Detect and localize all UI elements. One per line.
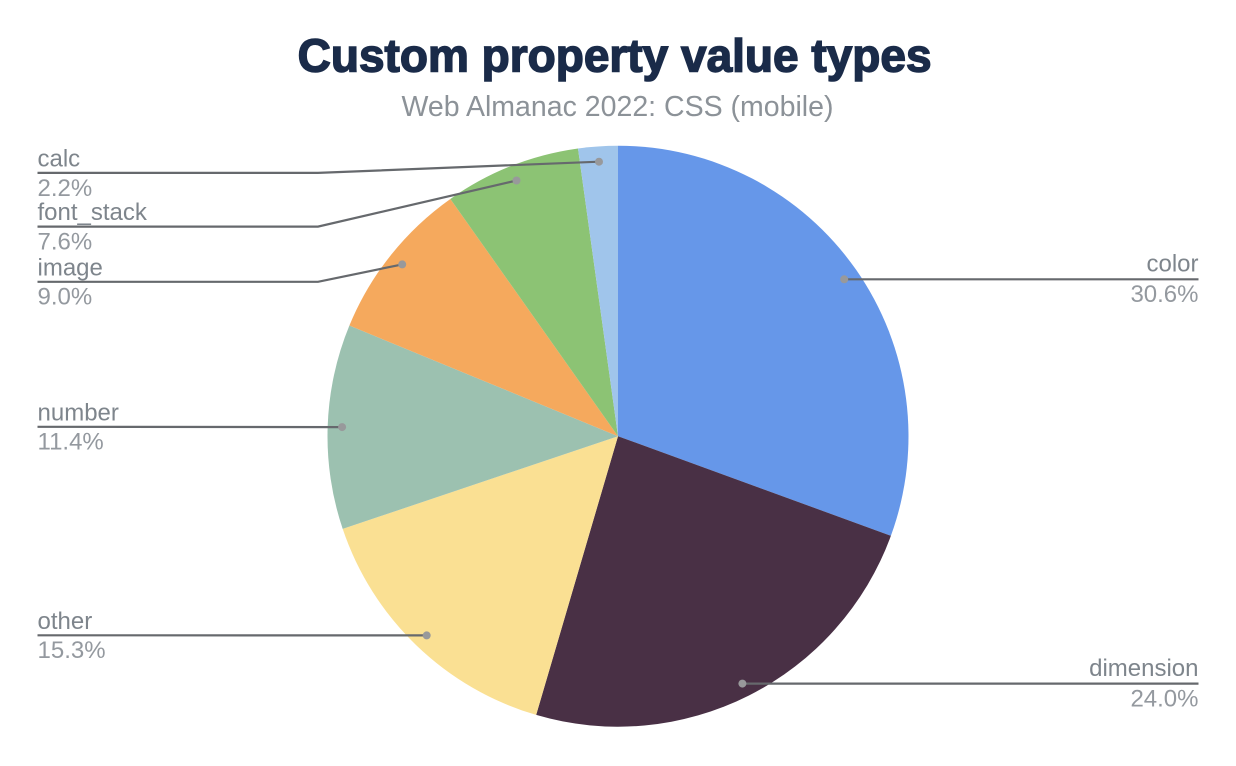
svg-text:11.4%: 11.4% [38, 429, 104, 456]
svg-text:30.6%: 30.6% [1130, 281, 1198, 308]
svg-text:2.2%: 2.2% [38, 175, 93, 202]
svg-text:color: color [1146, 251, 1198, 278]
svg-text:dimension: dimension [1089, 655, 1198, 682]
svg-text:Web Almanac 2022: CSS (mobile): Web Almanac 2022: CSS (mobile) [402, 91, 834, 123]
svg-text:image: image [38, 254, 103, 281]
svg-text:Custom property value types: Custom property value types [298, 29, 932, 81]
svg-text:9.0%: 9.0% [38, 284, 93, 311]
svg-text:number: number [38, 399, 119, 426]
svg-text:font_stack: font_stack [38, 199, 148, 226]
svg-text:15.3%: 15.3% [38, 637, 106, 664]
svg-text:calc: calc [38, 146, 81, 173]
svg-text:24.0%: 24.0% [1130, 685, 1198, 712]
svg-text:7.6%: 7.6% [38, 229, 93, 256]
svg-text:other: other [38, 608, 93, 635]
